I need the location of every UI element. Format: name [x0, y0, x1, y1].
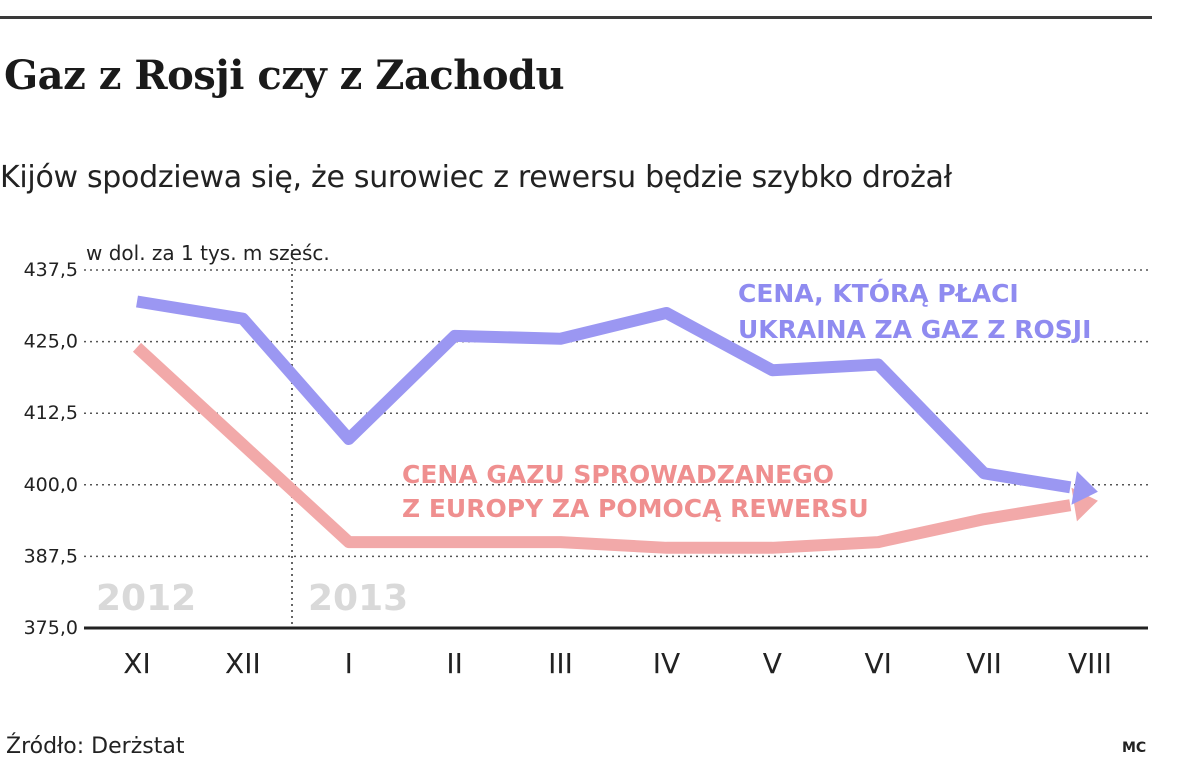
y-axis-ticks: 437,5 425,0 412,5 400,0 387,5 375,0: [24, 259, 78, 639]
chart-subtitle: Kijów spodziewa się, że surowiec z rewer…: [0, 160, 952, 195]
x-tick-label: III: [548, 647, 573, 680]
series-lines: [132, 295, 1098, 554]
x-tick-label: II: [446, 647, 463, 680]
x-tick-label: XII: [225, 647, 261, 680]
y-tick-label: 375,0: [24, 617, 78, 639]
x-tick-label: XI: [123, 647, 150, 680]
y-axis-unit-label: w dol. za 1 tys. m sześc.: [86, 241, 330, 265]
x-tick-label: VI: [865, 647, 892, 680]
chart-title: Gaz z Rosji czy z Zachodu: [4, 52, 565, 99]
series-label: UKRAINA ZA GAZ Z ROSJI: [738, 315, 1091, 344]
series-label: CENA, KTÓRĄ PŁACI: [738, 278, 1019, 308]
top-rule: [0, 16, 1152, 19]
series-arrowhead: [1071, 471, 1098, 505]
series-labels: CENA, KTÓRĄ PŁACI UKRAINA ZA GAZ Z ROSJI C…: [402, 278, 1091, 523]
y-tick-label: 412,5: [24, 402, 78, 424]
x-tick-label: I: [345, 647, 353, 680]
y-tick-label: 425,0: [24, 331, 78, 353]
series-label: CENA GAZU SPROWADZANEGO: [402, 460, 834, 489]
x-tick-label: VIII: [1068, 647, 1112, 680]
y-tick-label: 387,5: [24, 545, 78, 567]
author-credit: MC: [1122, 740, 1147, 756]
line-chart: 437,5 425,0 412,5 400,0 387,5 375,0 w dol. za…: [24, 241, 1148, 680]
x-tick-label: IV: [653, 647, 680, 680]
series-line: [132, 342, 1072, 554]
y-tick-label: 437,5: [24, 259, 78, 281]
series-label: Z EUROPY ZA POMOCĄ REWERSU: [402, 494, 869, 523]
y-tick-label: 400,0: [24, 474, 78, 496]
year-label-2013: 2013: [308, 578, 408, 619]
source-note: Źródło: Derżstat: [6, 734, 185, 759]
year-label-2012: 2012: [96, 578, 196, 619]
series-line: [136, 295, 1072, 494]
x-axis-ticks: XI XII I II III IV V VI VII VIII: [123, 647, 1112, 680]
x-tick-label: VII: [966, 647, 1002, 680]
x-tick-label: V: [763, 647, 782, 680]
